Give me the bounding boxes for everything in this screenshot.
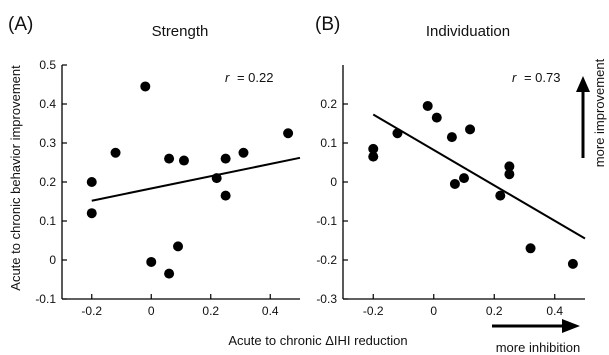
panel-b-x-tick-label: 0.4	[546, 304, 563, 318]
panel-b-data-point	[446, 132, 457, 143]
panel-b-title: Individuation	[426, 23, 510, 40]
panel-b-x-tick-label: 0	[430, 304, 437, 318]
panel-b-plot: -0.3 -0.2 -0.1 0 0.1 0.2 -0.2 0 0.2 0.4	[316, 65, 586, 318]
panel-b-data-point	[495, 190, 506, 201]
panel-b-data-point	[368, 143, 379, 154]
panel-a-x-tick-label: 0.2	[202, 304, 219, 318]
x-axis-label: Acute to chronic ΔIHI reduction	[228, 333, 407, 348]
arrow-up-icon	[576, 76, 590, 158]
panel-a-title: Strength	[152, 23, 209, 40]
panel-b-data-point	[368, 151, 379, 162]
panel-a-data-point	[86, 177, 97, 187]
panel-b-r-annotation: r = 0.73	[512, 70, 560, 85]
panel-b-data-point	[525, 243, 536, 254]
panel-b-y-tick-label: -0.3	[316, 292, 337, 306]
panel-a-data-point	[238, 147, 249, 158]
panel-b-y-tick-label: -0.1	[316, 214, 337, 228]
panel-a-data-point	[220, 190, 231, 201]
panel-b-fit-line	[372, 113, 586, 240]
panel-b-r-symbol: r	[512, 70, 517, 85]
panel-a-y-tick-label: 0.3	[39, 136, 56, 150]
panel-a-y-tick-label: 0.5	[39, 58, 56, 72]
panel-a-y-tick-label: 0.1	[39, 214, 56, 228]
panel-b-data-point	[449, 178, 460, 189]
panel-b-data-point	[422, 100, 433, 111]
panel-a-plot: -0.1 0 0.1 0.2 0.3 0.4 0.5 -0.2 0 0.2 0.4	[35, 58, 301, 318]
panel-b-y-tick-label: -0.2	[316, 253, 337, 267]
panel-a-data-point	[283, 128, 294, 139]
panel-b-y-tick-label: 0.1	[320, 136, 337, 150]
plots-layer: -0.100.10.20.30.40.5-0.2 0 0.2 0.4-0.3-0.2-…	[35, 58, 586, 318]
panel-a-fit-line	[91, 156, 301, 202]
panel-a-y-tick-label: 0.2	[39, 175, 56, 189]
panel-a-y-tick-label: 0	[49, 253, 56, 267]
panel-a-data-point	[173, 241, 184, 252]
panel-a-data-point	[146, 256, 157, 267]
panel-b-y-tick-label: 0.2	[320, 97, 337, 111]
panel-b-r-value: = 0.73	[524, 70, 561, 85]
panel-b-y-tick-label: 0	[330, 175, 337, 189]
arrow-right-label: more inhibition	[496, 340, 581, 355]
panel-a-r-value: = 0.22	[237, 70, 274, 85]
panel-a-x-tick-label: 0	[148, 304, 155, 318]
panel-a-y-tick-label: 0.4	[39, 97, 56, 111]
arrow-right-icon	[492, 319, 580, 333]
panel-b-data-point	[392, 128, 403, 139]
panel-a-data-point	[164, 268, 175, 279]
panel-b-data-point	[431, 112, 442, 123]
panel-b-data-point	[504, 169, 515, 180]
panel-a-label: (A)	[8, 14, 33, 35]
panel-b-data-point	[465, 124, 476, 135]
panel-a-x-tick-label: 0.4	[262, 304, 279, 318]
panel-a-data-point	[164, 153, 175, 164]
panel-a-y-tick-label: -0.1	[35, 292, 56, 306]
panel-b-data-point	[459, 173, 469, 184]
arrow-up-label: more improvement	[592, 58, 607, 167]
panel-b-label: (B)	[315, 14, 340, 35]
panel-b-data-point	[504, 161, 515, 172]
y-axis-label: Acute to chronic behavior improvement	[8, 65, 23, 291]
panel-b-x-tick-label: -0.2	[363, 304, 384, 318]
panel-a-data-point	[140, 81, 151, 92]
panel-b-x-tick-label: 0.2	[486, 304, 503, 318]
panel-a-data-point	[178, 155, 189, 166]
panel-a-data-point	[110, 147, 121, 158]
panel-a-data-point	[220, 153, 231, 164]
panel-b-data-point	[567, 258, 578, 269]
panel-a-data-point	[86, 208, 97, 219]
panel-a-data-point	[211, 173, 222, 184]
panel-a-r-annotation: r = 0.22	[225, 70, 273, 85]
panel-a-x-tick-label: -0.2	[81, 304, 102, 318]
panel-a-r-symbol: r	[225, 70, 230, 85]
